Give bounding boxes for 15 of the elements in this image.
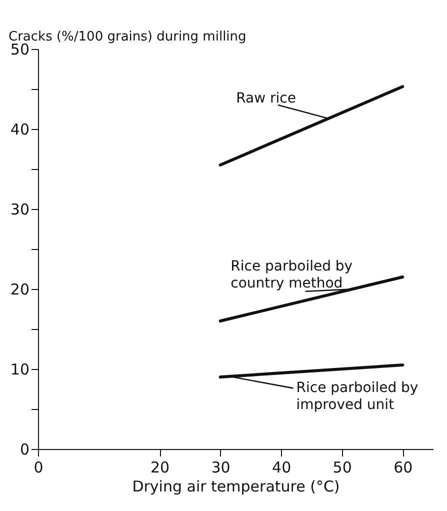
x-tick-label: 40 [272, 458, 292, 476]
series-label: Rice parboiled by country method [230, 258, 353, 292]
y-tick-label: 40 [10, 120, 30, 138]
y-tick-label: 10 [10, 360, 30, 378]
y-tick-label: 30 [10, 200, 30, 218]
x-tick-label: 0 [34, 458, 44, 476]
y-tick-label: 20 [10, 280, 30, 298]
y-tick-label: 0 [20, 440, 30, 458]
x-tick-label: 50 [332, 458, 352, 476]
x-axis-title: Drying air temperature (°C) [132, 478, 340, 496]
x-tick-label: 60 [394, 458, 413, 476]
x-tick-label: 30 [211, 458, 230, 476]
legend-label: Rice parboiled by improved unit [296, 380, 418, 414]
x-tick-label: 20 [150, 458, 170, 476]
series-label: Raw rice [236, 90, 296, 107]
